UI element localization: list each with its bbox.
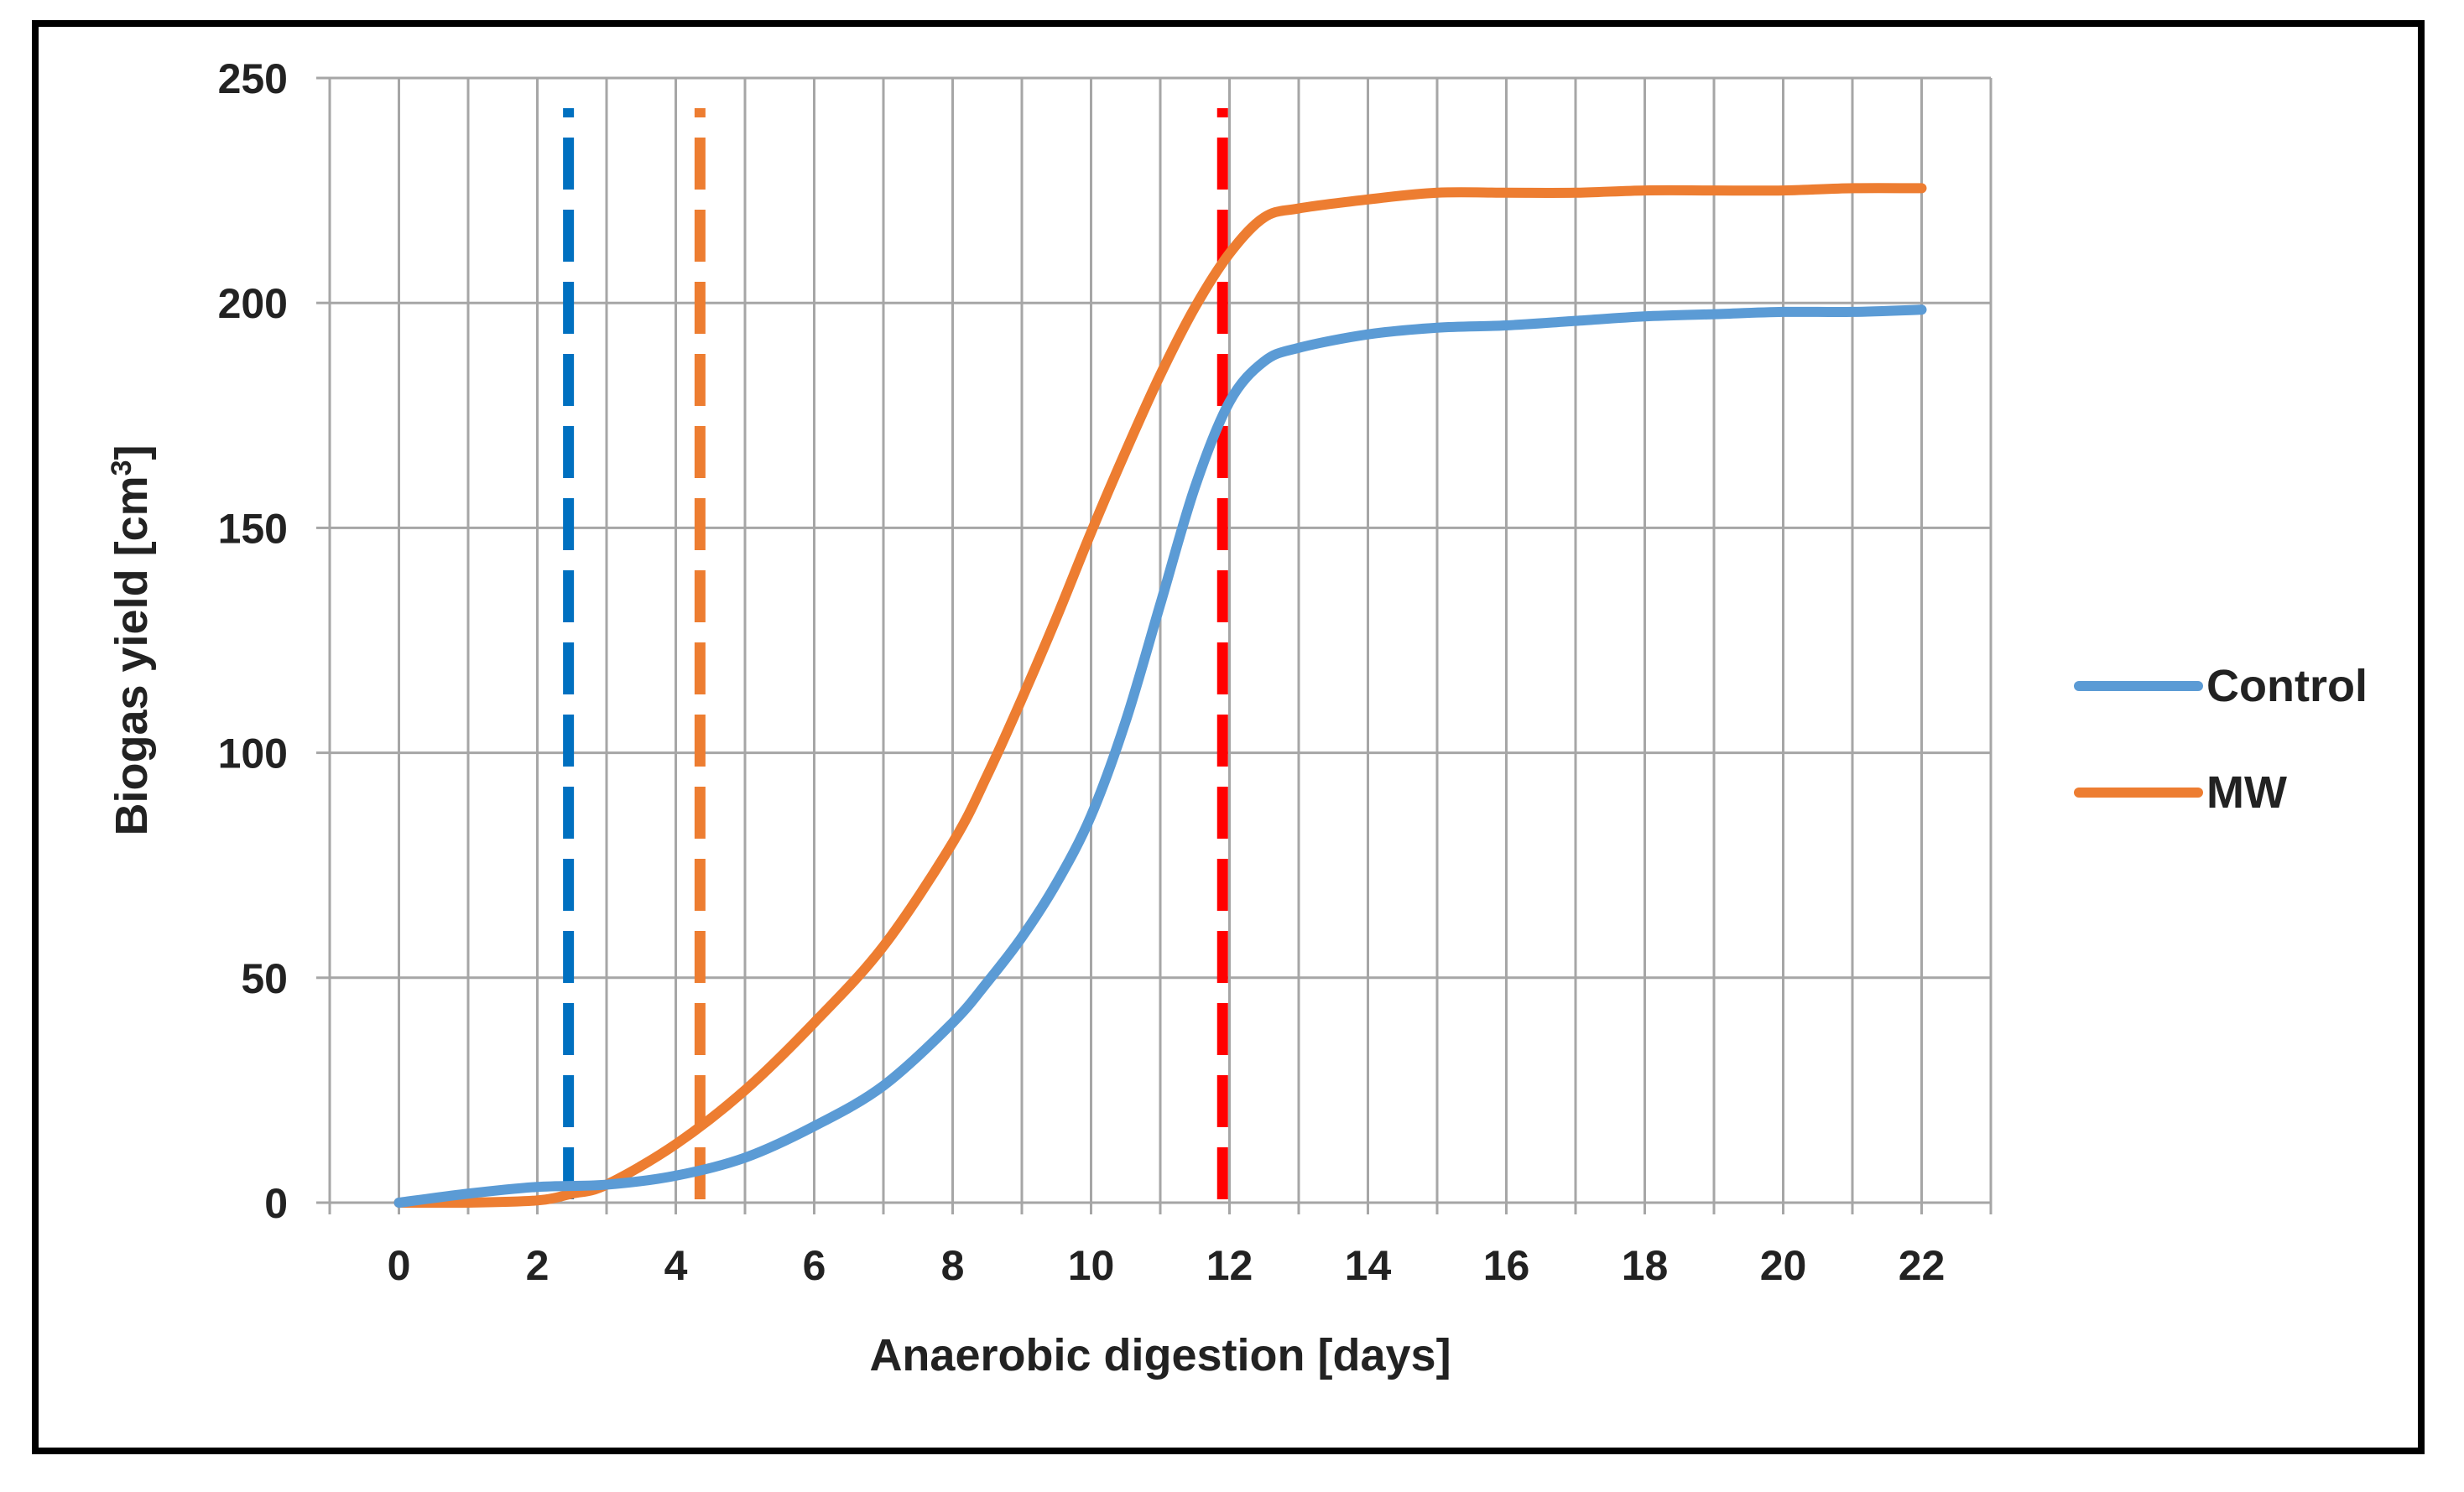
y-axis-title-main: Biogas yield [cm bbox=[107, 476, 157, 835]
y-tick-label: 250 bbox=[218, 55, 288, 102]
y-tick-label: 150 bbox=[218, 505, 288, 552]
legend-label-control: Control bbox=[2206, 661, 2368, 711]
x-tick-label: 12 bbox=[1206, 1242, 1253, 1289]
y-tick-label: 50 bbox=[241, 955, 288, 1002]
y-axis-title-superscript: 3 bbox=[106, 460, 138, 476]
x-tick-label: 4 bbox=[664, 1242, 688, 1289]
legend: Control MW bbox=[2074, 661, 2368, 818]
legend-label-mw: MW bbox=[2206, 767, 2287, 818]
y-axis-title: Biogas yield [cm3] bbox=[106, 444, 157, 835]
x-tick-label: 14 bbox=[1345, 1242, 1392, 1289]
tick-labels: 0 2 4 6 8 10 12 14 16 18 20 22 0 50 100 150 200 250 bbox=[218, 55, 1946, 1289]
x-tick-label: 20 bbox=[1760, 1242, 1807, 1289]
x-tick-label: 18 bbox=[1622, 1242, 1669, 1289]
x-tick-label: 10 bbox=[1068, 1242, 1115, 1289]
data-series bbox=[393, 183, 1927, 1209]
x-tick-label: 2 bbox=[526, 1242, 550, 1289]
gridlines bbox=[328, 76, 1993, 1204]
series-line-mw bbox=[393, 183, 1927, 1209]
axes bbox=[316, 76, 1993, 1214]
y-tick-label: 100 bbox=[218, 730, 288, 777]
y-tick-label: 0 bbox=[264, 1180, 288, 1227]
y-axis-title-suffix: ] bbox=[107, 444, 157, 460]
series-line-control bbox=[393, 304, 1927, 1208]
y-tick-label: 200 bbox=[218, 280, 288, 327]
x-tick-label: 16 bbox=[1483, 1242, 1530, 1289]
x-tick-label: 6 bbox=[803, 1242, 826, 1289]
x-axis-title: Anaerobic digestion [days] bbox=[869, 1330, 1451, 1380]
x-tick-label: 22 bbox=[1899, 1242, 1946, 1289]
reference-lines bbox=[563, 108, 1228, 1199]
x-tick-label: 0 bbox=[388, 1242, 411, 1289]
x-tick-label: 8 bbox=[941, 1242, 965, 1289]
